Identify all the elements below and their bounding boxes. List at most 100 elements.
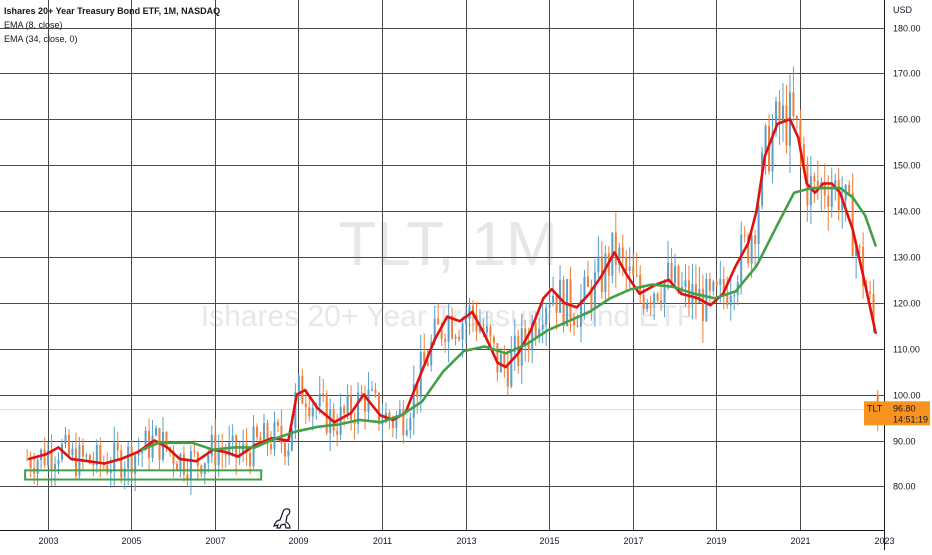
candle-body [343, 406, 346, 414]
candle-body [308, 407, 311, 417]
candle-body [781, 105, 784, 123]
candle-body [573, 318, 576, 326]
candle-body [256, 426, 259, 438]
candle-body [684, 280, 687, 287]
candle-body [290, 428, 293, 451]
candle-body [778, 101, 781, 123]
candle-body [64, 434, 67, 444]
candle-body [426, 362, 429, 366]
candle-body [729, 295, 732, 306]
legend-ema-fast[interactable]: EMA (8, close) [4, 20, 63, 30]
candle-body [660, 300, 663, 304]
candle-body [667, 262, 670, 281]
candle-body [92, 463, 95, 466]
candle-body [827, 195, 830, 207]
price-tick-label: 100.00 [893, 391, 921, 401]
chart-legend: Ishares 20+ Year Treasury Bond ETF, 1M, … [4, 4, 220, 46]
candle-body [304, 403, 307, 408]
candle-body [802, 144, 805, 165]
candle-body [357, 392, 360, 424]
candle-body [99, 444, 102, 464]
candle-body [85, 455, 88, 457]
candle-body [263, 423, 266, 442]
candle-body [294, 391, 297, 429]
time-tick-label: 2021 [790, 536, 810, 546]
candle-body [106, 465, 109, 473]
candle-body [155, 428, 158, 436]
candle-body [151, 435, 154, 459]
annotations[interactable] [24, 469, 263, 481]
candle-body [36, 460, 39, 474]
candle-body [134, 455, 137, 474]
candle-body [855, 246, 858, 256]
candle-body [858, 246, 861, 248]
candle-body [621, 247, 624, 258]
candle-body [447, 315, 450, 342]
candle-body [663, 280, 666, 304]
time-tick-label: 2003 [38, 536, 58, 546]
candle-body [649, 302, 652, 305]
time-tick-label: 2013 [456, 536, 476, 546]
candle-body [465, 318, 468, 324]
candle-body [489, 326, 492, 337]
candle-body [851, 192, 854, 256]
candle-body [799, 118, 802, 145]
candle-body [273, 422, 276, 450]
candle-body [541, 324, 544, 330]
candle-body [531, 322, 534, 350]
candle-body [506, 366, 509, 387]
candle-body [193, 451, 196, 453]
candle-body [322, 393, 325, 395]
candle-body [412, 384, 415, 419]
candle-body [50, 450, 53, 469]
candle-body [862, 246, 865, 287]
candle-body [552, 295, 555, 305]
candle-body [29, 459, 32, 469]
candle-body [144, 431, 147, 451]
time-axis[interactable]: 2003 2005 2007 2009 2011 2013 2015 2017 2019 2021… [0, 530, 895, 547]
price-axis[interactable]: USD 180.00 170.00 160.00 150.00 140.00 130.00 1… [884, 0, 932, 550]
candle-body [841, 200, 844, 211]
watermark-symbol: TLT, 1M [338, 210, 557, 279]
legend-title: Ishares 20+ Year Treasury Bond ETF, 1M, … [4, 6, 221, 16]
candle-body [113, 442, 116, 471]
price-tag-countdown: 14:51:19 [893, 414, 928, 424]
price-tag-box [864, 401, 930, 426]
candle-body [754, 235, 757, 245]
candle-body [88, 455, 91, 464]
candle-body [593, 272, 596, 310]
candle-body [405, 430, 408, 436]
candle-body [813, 176, 816, 181]
candle-body [311, 407, 314, 417]
candle-body [391, 420, 394, 428]
price-axis-bg [884, 0, 932, 550]
candle-body [364, 392, 367, 412]
candle-body [374, 389, 377, 393]
candle-body [325, 394, 328, 434]
candle-body [639, 275, 642, 295]
candle-body [297, 376, 300, 392]
legend-ema-slow[interactable]: EMA (34, close, 0) [4, 34, 78, 44]
candle-body [545, 307, 548, 325]
candle-body [555, 295, 558, 313]
candle-body [57, 459, 60, 465]
candle-body [423, 351, 426, 363]
candle-body [336, 430, 339, 435]
candle-body [165, 432, 168, 448]
candle-body [816, 180, 819, 190]
time-tick-label: 2019 [706, 536, 726, 546]
price-tick-label: 180.00 [893, 24, 921, 34]
candle-body [360, 392, 363, 394]
candle-body [259, 437, 262, 442]
price-axis-unit: USD [893, 5, 913, 15]
candle-body [444, 339, 447, 342]
candle-body [712, 281, 715, 291]
candle-body [726, 293, 729, 306]
candle-body [130, 446, 133, 474]
candle-body [203, 463, 206, 474]
candle-body [809, 176, 812, 206]
candle-body [834, 180, 837, 190]
candle-body [71, 448, 74, 456]
